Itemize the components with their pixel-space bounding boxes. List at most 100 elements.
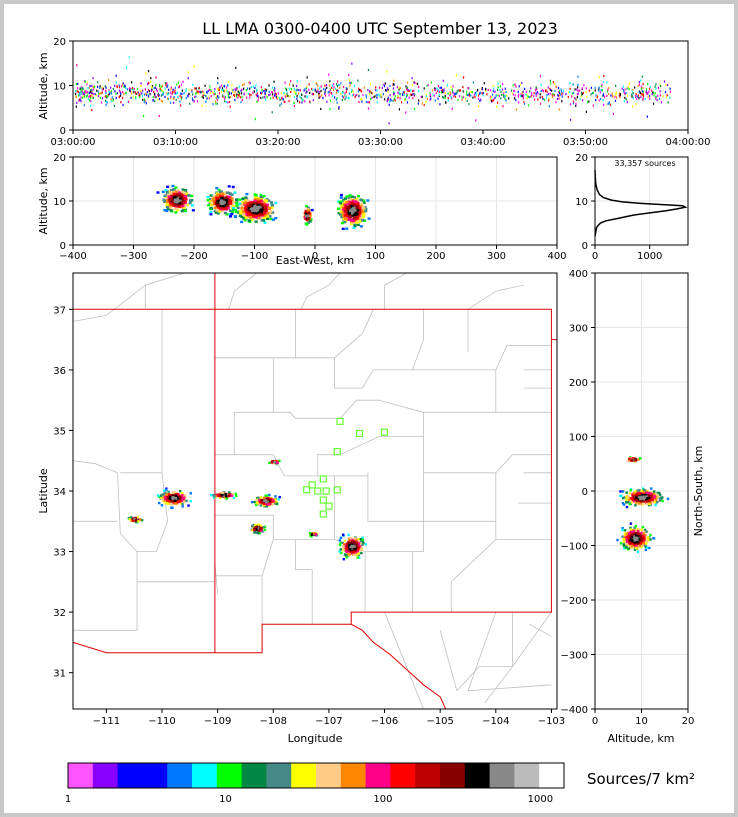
ew-source-cell bbox=[367, 217, 371, 220]
time-source-mark bbox=[306, 85, 308, 88]
time-source-mark bbox=[235, 66, 237, 69]
time-source-mark bbox=[332, 94, 334, 97]
ew-source-cell bbox=[305, 212, 309, 215]
time-source-mark bbox=[518, 101, 520, 104]
time-source-mark bbox=[221, 88, 223, 92]
map-xtick: −103 bbox=[538, 716, 565, 727]
time-source-mark bbox=[649, 85, 651, 88]
time-source-mark bbox=[348, 74, 350, 77]
ew-source-cell bbox=[243, 201, 247, 205]
time-source-mark bbox=[296, 99, 299, 103]
ns-xtick: 10 bbox=[635, 716, 648, 727]
ns-source-cell bbox=[635, 494, 639, 497]
time-source-mark bbox=[497, 101, 499, 104]
time-source-mark bbox=[128, 87, 130, 90]
ew-source-cell bbox=[339, 210, 343, 213]
time-source-mark bbox=[457, 99, 459, 102]
map-source-cell bbox=[354, 540, 357, 544]
map-source-cell bbox=[357, 537, 360, 541]
time-source-mark bbox=[229, 105, 231, 108]
map-source-cell bbox=[176, 501, 180, 504]
time-source-mark bbox=[235, 89, 237, 92]
time-source-mark bbox=[501, 88, 504, 91]
time-source-mark bbox=[197, 92, 200, 95]
time-source-mark bbox=[329, 89, 331, 92]
time-source-mark bbox=[324, 94, 327, 97]
ew-source-cell bbox=[178, 197, 182, 200]
ew-source-cell bbox=[183, 189, 187, 192]
time-source-mark bbox=[517, 95, 519, 98]
station-marker bbox=[336, 417, 344, 425]
time-source-mark bbox=[266, 96, 268, 99]
time-source-mark bbox=[81, 86, 83, 89]
ew-source-cell bbox=[347, 212, 351, 215]
colorbar-tick: 10 bbox=[219, 794, 232, 805]
time-source-mark bbox=[358, 94, 360, 97]
time-source-mark bbox=[202, 94, 204, 97]
ns-source-cell bbox=[640, 532, 644, 535]
ns-source-cell bbox=[636, 534, 640, 538]
time-source-mark bbox=[177, 95, 179, 99]
ew-source-cell bbox=[341, 212, 345, 215]
time-source-mark bbox=[217, 77, 219, 80]
time-source-mark bbox=[440, 89, 443, 93]
time-source-mark bbox=[102, 88, 104, 91]
time-source-mark bbox=[111, 96, 113, 99]
time-source-mark bbox=[481, 88, 483, 91]
map-source-cell bbox=[257, 496, 261, 499]
time-source-mark bbox=[503, 94, 505, 97]
time-xtick: 03:10:00 bbox=[153, 137, 198, 148]
ew-source-cell bbox=[185, 204, 189, 207]
ew-source-cell bbox=[213, 206, 217, 209]
time-source-mark bbox=[329, 91, 331, 94]
time-source-mark bbox=[375, 88, 377, 92]
time-source-mark bbox=[608, 86, 610, 90]
ew-source-cell bbox=[181, 208, 185, 211]
time-source-mark bbox=[482, 94, 484, 97]
ew-xtick: −100 bbox=[241, 251, 268, 262]
ns-source-cell bbox=[635, 542, 639, 546]
ew-source-cell bbox=[166, 207, 170, 210]
time-source-mark bbox=[234, 87, 236, 91]
ew-source-cell bbox=[345, 195, 349, 198]
time-source-mark bbox=[581, 87, 583, 90]
time-source-mark bbox=[135, 96, 137, 99]
map-source-cell bbox=[348, 543, 351, 547]
time-source-mark bbox=[174, 86, 177, 89]
ns-source-cell bbox=[633, 537, 636, 540]
plan-view-sources bbox=[127, 459, 368, 561]
ew-source-cell bbox=[228, 192, 232, 196]
time-source-mark bbox=[261, 88, 263, 92]
ns-source-cell bbox=[623, 547, 626, 550]
station-marker bbox=[322, 487, 330, 495]
map-source-cell bbox=[167, 490, 170, 494]
time-source-mark bbox=[294, 91, 296, 94]
map-source-cell bbox=[224, 492, 227, 496]
ew-source-cell bbox=[230, 193, 234, 196]
ns-source-cell bbox=[655, 495, 658, 498]
time-source-mark bbox=[432, 93, 434, 96]
time-source-mark bbox=[265, 89, 268, 92]
time-source-mark bbox=[185, 96, 187, 100]
ew-source-cell bbox=[175, 196, 179, 199]
ns-source-cell bbox=[638, 539, 642, 543]
time-source-mark bbox=[86, 95, 88, 98]
map-source-cell bbox=[139, 518, 142, 521]
time-source-mark bbox=[290, 90, 292, 94]
time-source-mark bbox=[156, 90, 158, 93]
colorbar-tick: 1 bbox=[65, 794, 71, 805]
time-source-mark bbox=[110, 91, 112, 94]
time-source-mark bbox=[328, 94, 330, 97]
map-source-cell bbox=[360, 551, 363, 555]
time-source-mark bbox=[515, 108, 518, 111]
ew-source-cell bbox=[229, 215, 233, 218]
time-source-mark bbox=[405, 95, 408, 98]
time-source-mark bbox=[625, 98, 627, 101]
ns-source-cell bbox=[661, 499, 664, 503]
ew-source-cell bbox=[219, 208, 223, 211]
map-source-cell bbox=[348, 537, 351, 541]
ns-xlabel: Altitude, km bbox=[607, 732, 674, 745]
time-source-mark bbox=[404, 98, 406, 101]
ew-source-cell bbox=[168, 199, 172, 202]
map-source-cell bbox=[338, 550, 341, 553]
